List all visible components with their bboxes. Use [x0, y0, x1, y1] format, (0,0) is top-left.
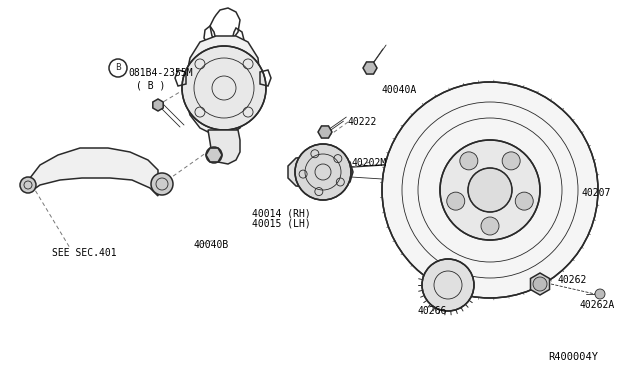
Text: 40202M: 40202M [352, 158, 387, 168]
Polygon shape [186, 36, 260, 135]
Text: B: B [115, 64, 121, 73]
Circle shape [502, 152, 520, 170]
Polygon shape [363, 62, 377, 74]
Circle shape [182, 46, 266, 130]
Text: 40262: 40262 [558, 275, 588, 285]
Circle shape [515, 192, 533, 210]
Circle shape [460, 152, 478, 170]
Polygon shape [153, 99, 163, 111]
Polygon shape [30, 148, 158, 196]
Circle shape [595, 289, 605, 299]
Circle shape [20, 177, 36, 193]
Polygon shape [206, 148, 222, 162]
Text: 40207: 40207 [582, 188, 611, 198]
Circle shape [151, 173, 173, 195]
Circle shape [447, 192, 465, 210]
Circle shape [422, 259, 474, 311]
Circle shape [533, 277, 547, 291]
Text: 081B4-2355M: 081B4-2355M [128, 68, 193, 78]
Circle shape [295, 144, 351, 200]
Text: 40014 (RH): 40014 (RH) [252, 208, 311, 218]
Text: R400004Y: R400004Y [548, 352, 598, 362]
Polygon shape [208, 130, 240, 164]
Text: 40015 (LH): 40015 (LH) [252, 219, 311, 229]
Circle shape [440, 140, 540, 240]
Polygon shape [288, 154, 353, 190]
Circle shape [468, 168, 512, 212]
Text: ( B ): ( B ) [136, 80, 165, 90]
Circle shape [481, 217, 499, 235]
Text: 40040A: 40040A [382, 85, 417, 95]
Text: 40040B: 40040B [194, 240, 229, 250]
Text: SEE SEC.401: SEE SEC.401 [52, 248, 116, 258]
Polygon shape [318, 126, 332, 138]
Text: 40262A: 40262A [580, 300, 615, 310]
Circle shape [206, 147, 222, 163]
Text: 40266: 40266 [418, 306, 447, 316]
Polygon shape [531, 273, 550, 295]
Circle shape [382, 82, 598, 298]
Text: 40222: 40222 [348, 117, 378, 127]
